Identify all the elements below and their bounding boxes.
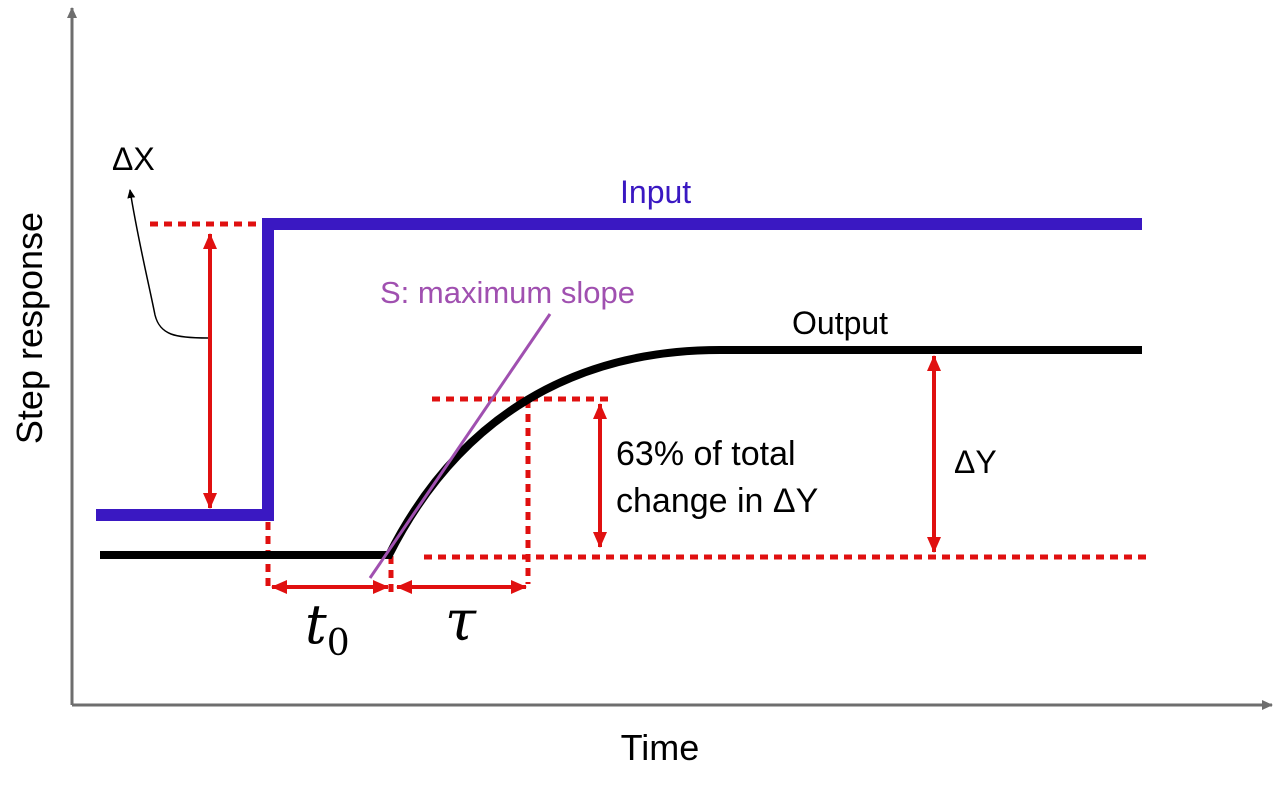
delta-y-label: ΔY: [954, 444, 997, 480]
y-axis-label: Step response: [9, 212, 50, 444]
pct-label-line1: 63% of total: [616, 435, 796, 473]
max-slope-line: [368, 313, 552, 579]
output-label: Output: [792, 305, 888, 341]
input-step-line: [96, 218, 1142, 521]
dimension-arrows: [203, 233, 941, 594]
input-label: Input: [620, 174, 691, 210]
tau-label: τ: [445, 589, 477, 654]
delta-x-label: ΔX: [112, 141, 155, 177]
max-slope-label: S: maximum slope: [380, 275, 635, 310]
delta-x-leader-arrow: [127, 189, 209, 339]
t0-label: t0: [305, 593, 350, 664]
reference-dotted-lines: [150, 221, 1146, 592]
pct-label-line2: change in ΔY: [616, 482, 818, 520]
x-axis-label: Time: [621, 727, 700, 768]
